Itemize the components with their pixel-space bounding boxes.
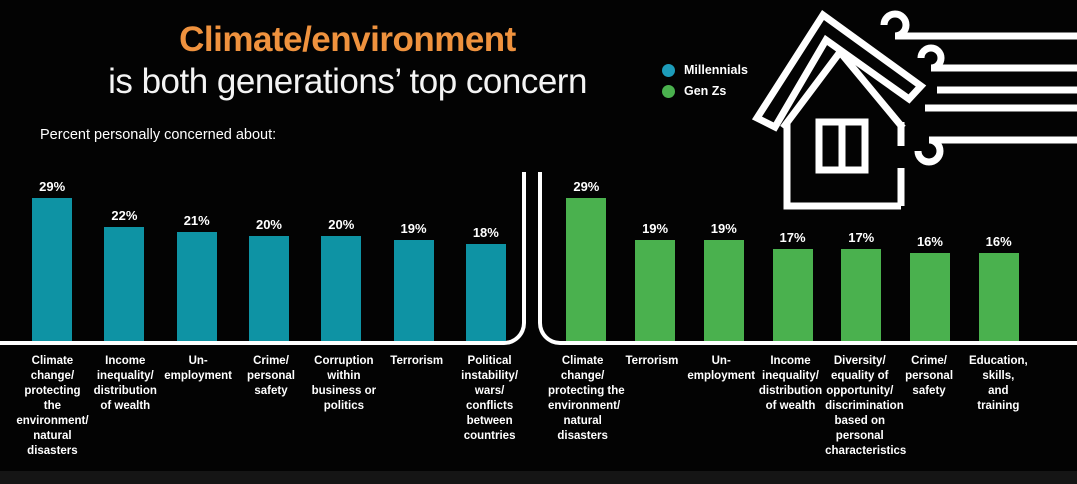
bar-value-label: 17% xyxy=(779,230,806,245)
category-label: Diversity/ equality of opportunity/ disc… xyxy=(825,355,907,457)
bar xyxy=(635,240,676,341)
bar xyxy=(393,240,434,341)
bar-value-label: 29% xyxy=(39,179,66,194)
bar xyxy=(841,249,882,341)
bar-column: 19% xyxy=(377,221,449,341)
legend-label-millennials: Millennials xyxy=(684,63,748,77)
bar-value-label: 29% xyxy=(573,179,600,194)
bar-column: 19% xyxy=(621,221,690,341)
genzs-plot-area: 29% 19% 19% 17% 17% 16% 16% xyxy=(538,172,1077,345)
bar-column: 19% xyxy=(689,221,758,341)
bar xyxy=(703,240,744,341)
chart-subtitle: Percent personally concerned about: xyxy=(40,127,277,143)
bar-value-label: 18% xyxy=(472,225,499,240)
category-label: Education, skills, and training xyxy=(968,355,1028,412)
category-label: Terrorism xyxy=(625,355,679,367)
bar xyxy=(321,236,362,341)
bar-value-label: 22% xyxy=(111,208,138,223)
millennials-category-labels: Climate change/ protecting the environme… xyxy=(0,354,526,459)
legend-item-genzs: Gen Zs xyxy=(662,84,748,98)
bar-column: 29% xyxy=(16,179,88,341)
legend-item-millennials: Millennials xyxy=(662,63,748,77)
bar-column: 17% xyxy=(827,230,896,341)
bar-value-label: 20% xyxy=(255,217,282,232)
category-label: Terrorism xyxy=(390,355,444,367)
bar-column: 20% xyxy=(305,217,377,341)
bar xyxy=(104,227,145,341)
bar-column: 16% xyxy=(896,234,965,341)
bar xyxy=(32,198,73,341)
category-label: Un- employment xyxy=(164,355,233,382)
legend-label-genzs: Gen Zs xyxy=(684,84,727,98)
category-label: Un- employment xyxy=(687,355,756,382)
category-label: Income inequality/ distribution of wealt… xyxy=(93,355,157,412)
bar-value-label: 16% xyxy=(985,234,1012,249)
bar xyxy=(978,253,1019,341)
category-label: Crime/ personal safety xyxy=(247,355,295,397)
bar-column: 16% xyxy=(964,234,1033,341)
bar-column: 17% xyxy=(758,230,827,341)
bar-column: 18% xyxy=(450,225,522,341)
category-label: Income inequality/ distribution of wealt… xyxy=(758,355,823,412)
bar-column: 29% xyxy=(552,179,621,341)
bar xyxy=(465,244,506,341)
genzs-chart: 29% 19% 19% 17% 17% 16% 16% Climate change/ pr… xyxy=(538,172,1077,459)
category-label: Climate change/ protecting the environme… xyxy=(16,355,89,457)
category-label: Crime/ personal safety xyxy=(905,355,954,397)
bar-value-label: 19% xyxy=(642,221,669,236)
bar xyxy=(566,198,607,341)
page-title: Climate/environment is both generations’… xyxy=(0,20,695,102)
millennials-chart: 29% 22% 21% 20% 20% 19% 18% Climate change/ pr… xyxy=(0,172,526,459)
bar-column: 21% xyxy=(161,213,233,341)
bar-value-label: 20% xyxy=(328,217,355,232)
bar-value-label: 17% xyxy=(848,230,875,245)
title-rest-line: is both generations’ top concern xyxy=(108,62,587,101)
bar-value-label: 16% xyxy=(916,234,943,249)
millennials-swatch-icon xyxy=(662,63,675,77)
bottom-strip xyxy=(0,471,1077,484)
bar-column: 20% xyxy=(233,217,305,341)
category-label: Climate change/ protecting the environme… xyxy=(548,355,625,442)
bar-column: 22% xyxy=(88,208,160,341)
title-accent-line: Climate/environment xyxy=(179,20,516,59)
bar xyxy=(176,232,217,341)
bar xyxy=(909,253,950,341)
category-label: Corruption within business or politics xyxy=(311,355,377,412)
legend: Millennials Gen Zs xyxy=(662,63,748,98)
bar xyxy=(248,236,289,341)
bar-value-label: 19% xyxy=(400,221,427,236)
category-label: Political instability/ wars/ conflicts b… xyxy=(461,355,519,442)
millennials-plot-area: 29% 22% 21% 20% 20% 19% 18% xyxy=(0,172,526,345)
genzs-swatch-icon xyxy=(662,84,675,98)
bar-value-label: 19% xyxy=(710,221,737,236)
bar-value-label: 21% xyxy=(183,213,210,228)
genzs-category-labels: Climate change/ protecting the environme… xyxy=(538,354,1077,459)
bar xyxy=(772,249,813,341)
